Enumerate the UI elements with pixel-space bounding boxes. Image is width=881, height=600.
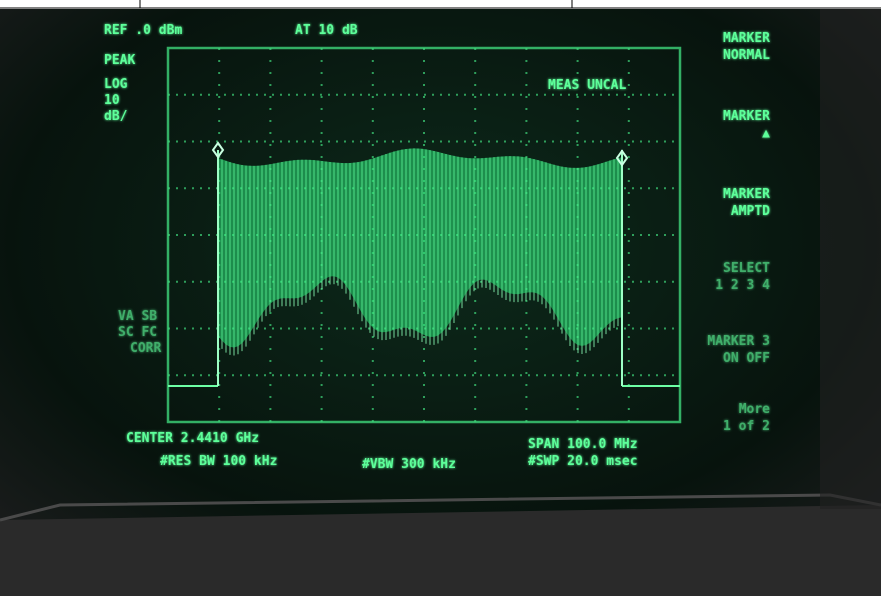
marker <box>211 141 225 159</box>
softkeys: MARKER NORMAL MARKER ▲ MARKER AMPTD SELECT 1 2 … <box>707 31 770 434</box>
softkey-label: More <box>739 402 770 417</box>
scale: 10 <box>104 93 120 108</box>
flag: CORR <box>130 341 161 356</box>
res-bw: #RES BW 100 kHz <box>160 454 277 469</box>
softkey-label: 1 of 2 <box>723 419 770 434</box>
softkey-label: MARKER <box>723 31 770 46</box>
softkey-label: 1 2 3 4 <box>715 278 770 293</box>
softkey-label: MARKER 3 <box>707 334 770 349</box>
status: MEAS UNCAL <box>548 78 626 93</box>
scale: LOG <box>104 77 128 92</box>
softkey-label: MARKER <box>723 109 770 124</box>
vbw: #VBW 300 kHz <box>362 457 456 472</box>
softkey-label: SELECT <box>723 261 770 276</box>
sweep: #SWP 20.0 msec <box>528 454 638 469</box>
trace-fill <box>218 148 622 348</box>
softkey-label: AMPTD <box>731 204 770 219</box>
attenuation: AT 10 dB <box>295 23 358 38</box>
flag: SC FC <box>118 325 157 340</box>
page-strip <box>0 0 881 8</box>
scale: dB/ <box>104 109 128 124</box>
side-panel <box>820 9 881 509</box>
span: SPAN 100.0 MHz <box>528 437 638 452</box>
bezel <box>0 505 881 596</box>
softkey-label: ON OFF <box>723 351 770 366</box>
marker <box>615 149 629 167</box>
softkey-label: MARKER <box>723 187 770 202</box>
center-freq: CENTER 2.4410 GHz <box>126 431 259 446</box>
softkey-label: NORMAL <box>723 48 770 63</box>
softkey-label: ▲ <box>762 126 770 141</box>
trace <box>168 141 680 387</box>
ref-level: REF .0 dBm <box>104 23 182 38</box>
detector: PEAK <box>104 53 135 68</box>
flag: VA SB <box>118 309 157 324</box>
